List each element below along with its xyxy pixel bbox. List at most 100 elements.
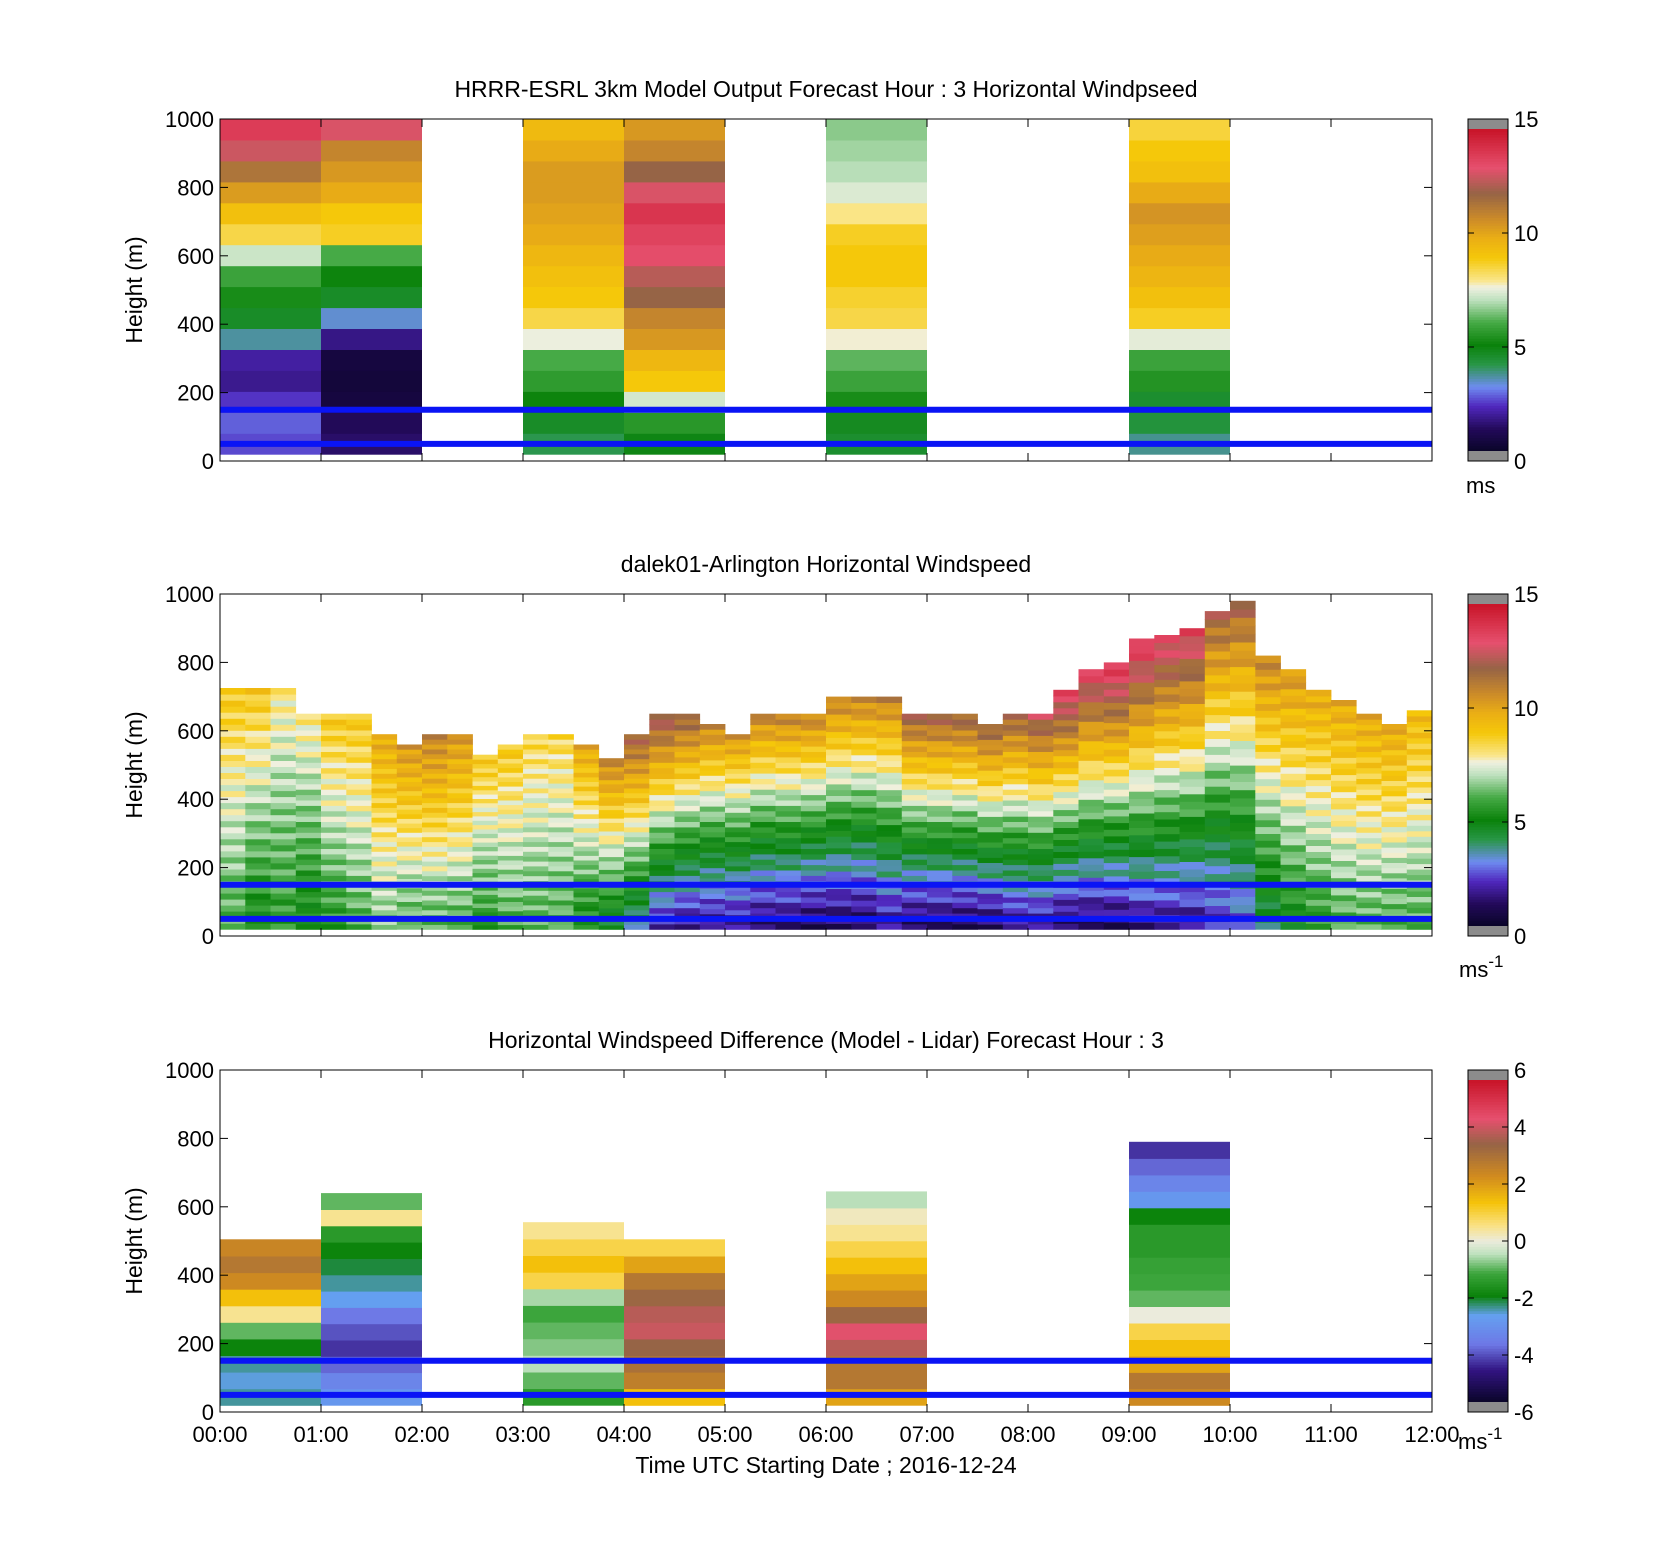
colorbar-segment (1468, 362, 1508, 366)
colorbar-segment (1468, 386, 1508, 390)
heatmap-cell (523, 802, 549, 808)
heatmap-cell (1078, 701, 1105, 709)
heatmap-cell (1078, 675, 1105, 683)
heatmap-cell (901, 751, 928, 758)
heatmap-cell (699, 754, 726, 761)
heatmap-cell (927, 767, 953, 774)
heatmap-cell (1331, 894, 1357, 902)
heatmap-cell (346, 891, 372, 898)
x-tick-label: 07:00 (899, 1422, 954, 1447)
heatmap-cell (1406, 836, 1432, 843)
heatmap-cell (270, 893, 297, 900)
heatmap-cell (1204, 706, 1231, 716)
colorbar-segment (1468, 1318, 1508, 1322)
heatmap-cell (295, 719, 322, 726)
heatmap-cell (1129, 674, 1155, 683)
heatmap-cell (1356, 799, 1382, 806)
panel-difference-colorbar-unit: ms-1 (1458, 1424, 1502, 1454)
heatmap-cell (1331, 734, 1357, 741)
heatmap-cell (1305, 827, 1332, 834)
heatmap-cell (1255, 724, 1281, 732)
colorbar-endcap (1468, 451, 1508, 461)
heatmap-cell (851, 783, 877, 791)
heatmap-cell (624, 797, 650, 804)
heatmap-cell (699, 857, 726, 863)
heatmap-cell (396, 786, 423, 792)
heatmap-cell (1305, 755, 1332, 763)
heatmap-cell (725, 763, 751, 769)
heatmap-cell (523, 753, 549, 760)
heatmap-cell (952, 762, 978, 769)
heatmap-cell (346, 783, 372, 790)
heatmap-cell (851, 725, 877, 733)
heatmap-cell (699, 888, 726, 894)
heatmap-cell (699, 739, 726, 746)
heatmap-cell (1230, 633, 1256, 643)
heatmap-cell (346, 805, 372, 812)
heatmap-cell (1053, 725, 1079, 733)
panel-lidar-colorbar-unit: ms-1 (1459, 952, 1503, 982)
heatmap-cell (1255, 799, 1281, 807)
colorbar-segment (1468, 405, 1508, 409)
heatmap-cell (422, 739, 448, 745)
heatmap-cell (598, 903, 625, 909)
heatmap-cell (649, 751, 675, 758)
heatmap-cell (927, 907, 953, 914)
colorbar-segment (1468, 872, 1508, 876)
heatmap-cell (1078, 831, 1105, 839)
heatmap-cell (1078, 844, 1105, 852)
heatmap-cell (901, 740, 928, 747)
heatmap-cell (1305, 899, 1332, 906)
heatmap-cell (725, 773, 751, 779)
heatmap-cell (295, 773, 322, 779)
heatmap-cell (245, 838, 271, 846)
heatmap-cell (371, 778, 398, 784)
heatmap-cell (1129, 900, 1155, 908)
colorbar-segment (1468, 738, 1508, 742)
heatmap-cell (775, 869, 802, 876)
heatmap-cell (1255, 895, 1281, 903)
colorbar-segment (1468, 877, 1508, 881)
heatmap-cell (371, 909, 398, 916)
heatmap-cell (1305, 749, 1332, 757)
heatmap-cell (699, 806, 726, 812)
heatmap-cell (321, 349, 422, 371)
heatmap-cell (371, 739, 398, 745)
colorbar-segment (1468, 383, 1508, 388)
heatmap-cell (901, 891, 928, 898)
heatmap-cell (851, 708, 877, 715)
heatmap-cell (775, 891, 802, 898)
heatmap-cell (220, 862, 246, 870)
heatmap-cell (750, 891, 776, 898)
heatmap-cell (1028, 762, 1054, 769)
heatmap-cell (750, 789, 776, 796)
heatmap-cell (472, 767, 499, 773)
heatmap-cell (800, 767, 827, 774)
heatmap-cell (624, 1322, 725, 1340)
colorbar-segment (1468, 1232, 1508, 1237)
colorbar-segment (1468, 668, 1508, 672)
heatmap-cell (826, 900, 852, 907)
colorbar-segment (1468, 1171, 1508, 1175)
heatmap-cell (523, 265, 624, 288)
heatmap-cell (1078, 708, 1105, 716)
heatmap-cell (1179, 741, 1206, 750)
y-tick-label: 200 (177, 856, 214, 881)
heatmap-cell (220, 1372, 321, 1390)
heatmap-cell (447, 739, 473, 745)
heatmap-cell (497, 795, 524, 801)
heatmap-cell (548, 778, 574, 784)
colorbar-segment (1468, 1187, 1508, 1191)
heatmap-cell (422, 792, 448, 799)
heatmap-cell (800, 783, 827, 790)
heatmap-cell (270, 838, 297, 846)
colorbar-segment (1468, 375, 1508, 380)
colorbar-segment (1468, 614, 1508, 618)
heatmap-cell (1028, 799, 1054, 806)
heatmap-cell (295, 864, 322, 871)
heatmap-cell (447, 831, 473, 838)
heatmap-cell (1406, 841, 1432, 848)
heatmap-cell (270, 850, 297, 858)
heatmap-cell (750, 794, 776, 801)
heatmap-cell (649, 783, 675, 790)
